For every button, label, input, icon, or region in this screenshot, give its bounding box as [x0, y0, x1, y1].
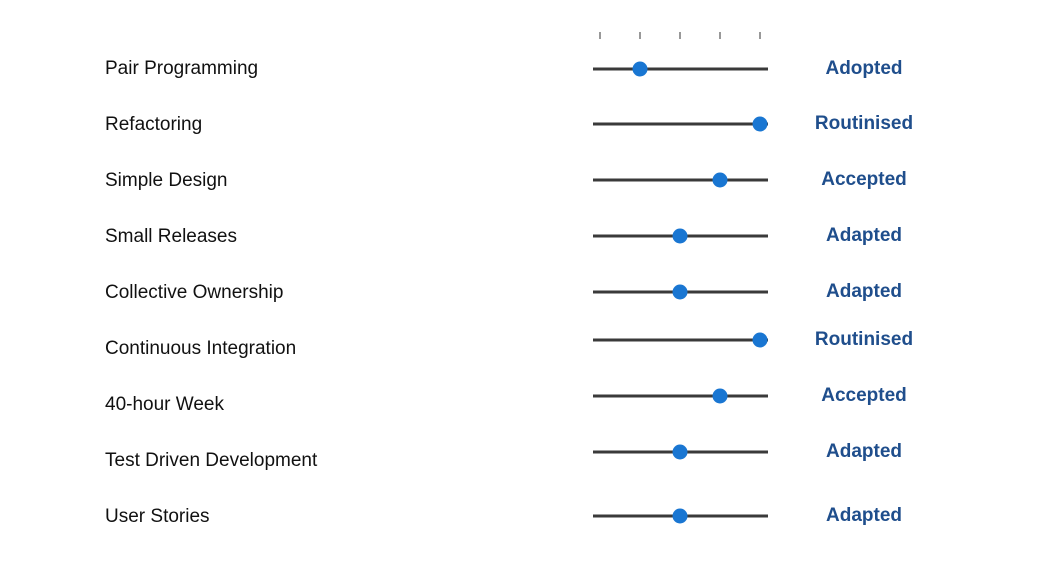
practice-stage-label: Accepted [821, 169, 907, 190]
practice-label: Refactoring [105, 114, 202, 135]
practice-level-dot [712, 388, 728, 404]
practice-stage-label: Adapted [826, 505, 902, 526]
practice-label: Simple Design [105, 170, 228, 191]
scale-ticks [599, 32, 761, 39]
practice-stage-label: Adapted [826, 281, 902, 302]
practice-label: User Stories [105, 506, 210, 527]
practice-row: Small Releases Adapted [105, 225, 902, 247]
practice-stage-label: Adapted [826, 441, 902, 462]
practice-row: User Stories Adapted [105, 505, 902, 527]
practice-level-dot [712, 172, 728, 188]
practice-level-dot [672, 228, 688, 244]
practice-stage-label: Adapted [826, 225, 902, 246]
practice-row: Pair Programming Adopted [105, 58, 903, 79]
practice-row: 40-hour Week Accepted [105, 385, 907, 415]
practice-rows: Pair Programming Adopted Refactoring Routin… [105, 58, 913, 527]
practice-label: 40-hour Week [105, 394, 224, 415]
practice-row: Simple Design Accepted [105, 169, 907, 191]
practice-row: Collective Ownership Adapted [105, 281, 902, 303]
practice-stage-label: Routinised [815, 329, 913, 350]
practice-level-dot [752, 332, 768, 348]
practice-label: Test Driven Development [105, 450, 318, 471]
practice-stage-label: Routinised [815, 113, 913, 134]
practice-level-dot [672, 284, 688, 300]
practice-stage-label: Adopted [825, 58, 902, 79]
practice-row: Continuous Integration Routinised [105, 329, 913, 359]
practice-label: Pair Programming [105, 58, 258, 79]
practice-label: Small Releases [105, 226, 237, 247]
practice-row: Test Driven Development Adapted [105, 441, 902, 471]
practice-label: Continuous Integration [105, 338, 296, 359]
practice-level-dot [752, 116, 768, 132]
practice-level-dot [632, 61, 648, 77]
practice-level-dot [672, 508, 688, 524]
practice-stage-label: Accepted [821, 385, 907, 406]
practice-level-dot [672, 444, 688, 460]
practice-label: Collective Ownership [105, 282, 283, 303]
practice-row: Refactoring Routinised [105, 113, 913, 135]
